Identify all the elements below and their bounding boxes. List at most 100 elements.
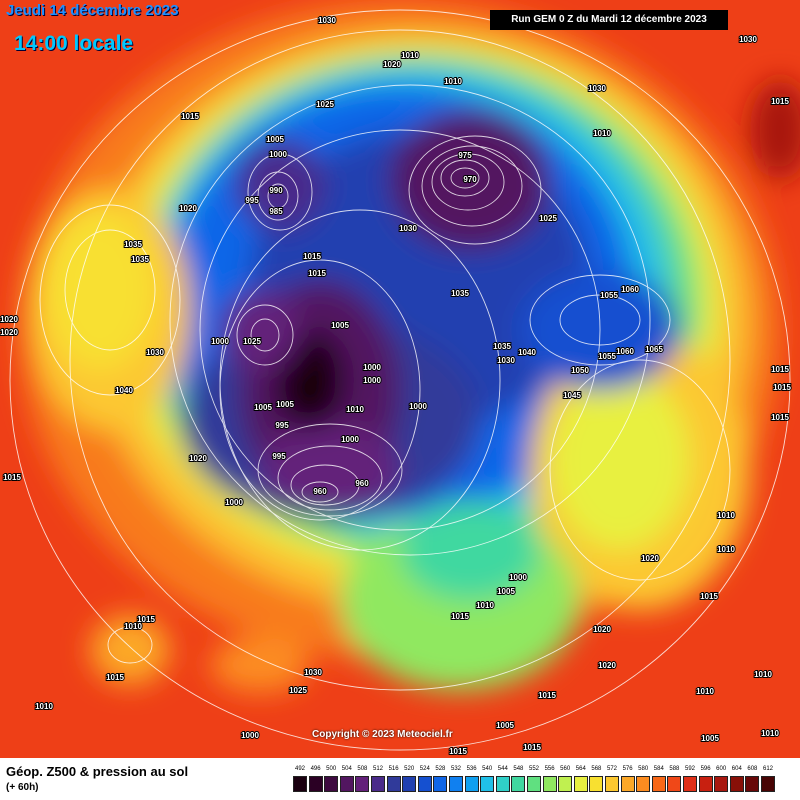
isobar-label: 1060 [616, 347, 634, 356]
scale-swatch [558, 776, 573, 792]
isobar-label: 1010 [761, 729, 779, 738]
isobar-label: 1010 [124, 622, 142, 631]
isobar-label: 1020 [598, 661, 616, 670]
isobar-label: 1025 [289, 686, 307, 695]
scale-swatch [761, 776, 775, 792]
scale-tick-label: 508 [357, 766, 368, 772]
scale-tick-label: 588 [669, 766, 680, 772]
isobar-label: 985 [269, 207, 283, 216]
isobar-label: 1030 [497, 356, 515, 365]
scale-swatch [745, 776, 760, 792]
isobar-label: 1015 [773, 383, 791, 392]
scale-tick-label: 568 [591, 766, 602, 772]
isobar-label: 1055 [600, 291, 618, 300]
isobar-label: 1020 [0, 328, 18, 337]
isobar-label: 1030 [739, 35, 757, 44]
scale-swatch [636, 776, 651, 792]
isobar-label: 1035 [451, 289, 469, 298]
isobar-label: 1005 [496, 721, 514, 730]
isobar-label: 1020 [641, 554, 659, 563]
isobar-label: 1010 [717, 545, 735, 554]
isobar-label: 1030 [304, 668, 322, 677]
isobar-label: 1020 [179, 204, 197, 213]
isobar-label: 1030 [588, 84, 606, 93]
scale-tick-label: 596 [700, 766, 711, 772]
isobar-label: 1010 [401, 51, 419, 60]
isobar-label: 1025 [539, 214, 557, 223]
isobar-label: 1025 [316, 100, 334, 109]
isobar-label: 1005 [254, 403, 272, 412]
color-scale: 492 496 500 504 508 512 516 520 524 528 532 536 540 5… [292, 766, 778, 796]
isobar-label: 1000 [269, 150, 287, 159]
isobar-label: 1000 [363, 363, 381, 372]
isobar-label: 1005 [266, 135, 284, 144]
isobar-label: 1015 [303, 252, 321, 261]
isobar-label: 1010 [35, 702, 53, 711]
isobar-label: 1035 [124, 240, 142, 249]
isobar-label: 1015 [771, 413, 789, 422]
scale-tick-label: 592 [684, 766, 695, 772]
scale-tick-label: 612 [762, 766, 773, 772]
isobar-label: 1035 [131, 255, 149, 264]
isobar-lines [9, 9, 791, 751]
forecast-date: Jeudi 14 décembre 2023 [6, 2, 179, 19]
isobar-label: 1065 [645, 345, 663, 354]
scale-tick-label: 544 [497, 766, 508, 772]
isobar-label: 1000 [509, 573, 527, 582]
scale-tick-label: 496 [310, 766, 321, 772]
scale-swatch [589, 776, 604, 792]
scale-swatch [511, 776, 526, 792]
isobar-label: 1040 [115, 386, 133, 395]
scale-tick-label: 524 [419, 766, 430, 772]
isobar-label: 1015 [523, 743, 541, 752]
isobar-label: 1015 [308, 269, 326, 278]
scale-tick-label: 532 [450, 766, 461, 772]
scale-swatch [698, 776, 713, 792]
isobar-label: 1030 [318, 16, 336, 25]
scale-swatch [293, 776, 307, 792]
legend-bar: Géop. Z500 & pression au sol (+ 60h) 492… [0, 758, 800, 800]
isobar-label: 1005 [497, 587, 515, 596]
isobar-label: 1015 [137, 615, 155, 624]
isobar-label: 1015 [3, 473, 21, 482]
isobar-label: 1020 [593, 625, 611, 634]
isobar-label: 1010 [754, 670, 772, 679]
scale-swatch [729, 776, 744, 792]
scale-tick-label: 516 [388, 766, 399, 772]
scale-tick-label: 600 [716, 766, 727, 772]
isobar-label: 1015 [771, 365, 789, 374]
isobar-label: 1010 [593, 129, 611, 138]
isobar-label: 1060 [621, 285, 639, 294]
isobar-label: 960 [313, 487, 327, 496]
isobar-label: 970 [463, 175, 477, 184]
scale-tick-label: 528 [435, 766, 446, 772]
isobar-label: 1015 [181, 112, 199, 121]
scale-swatch [402, 776, 417, 792]
legend-subtitle: (+ 60h) [6, 782, 39, 793]
geopotential-shading [20, 0, 800, 693]
scale-tick-label: 492 [294, 766, 305, 772]
isobar-label: 995 [275, 421, 289, 430]
isobar-label: 1010 [476, 601, 494, 610]
isobar-label: 1015 [449, 747, 467, 756]
scale-tick-label: 556 [544, 766, 555, 772]
scale-swatch [683, 776, 697, 792]
scale-tick-label: 580 [638, 766, 649, 772]
copyright-notice: Copyright © 2023 Meteociel.fr [312, 729, 453, 740]
isobar-label: 1000 [363, 376, 381, 385]
run-info: Run GEM 0 Z du Mardi 12 décembre 2023 [490, 10, 728, 30]
isobar-label: 1055 [598, 352, 616, 361]
scale-tick-label: 512 [372, 766, 383, 772]
scale-tick-label: 540 [482, 766, 493, 772]
scale-swatch [620, 776, 635, 792]
scale-swatch [667, 776, 682, 792]
legend-title: Géop. Z500 & pression au sol [6, 764, 189, 779]
scale-swatch [371, 776, 385, 792]
scale-swatch [495, 776, 510, 792]
isobar-label: 1020 [0, 315, 18, 324]
isobar-label: 1035 [493, 342, 511, 351]
isobar-label: 1010 [346, 405, 364, 414]
isobar-label: 995 [272, 452, 286, 461]
isobar-label: 1030 [399, 224, 417, 233]
